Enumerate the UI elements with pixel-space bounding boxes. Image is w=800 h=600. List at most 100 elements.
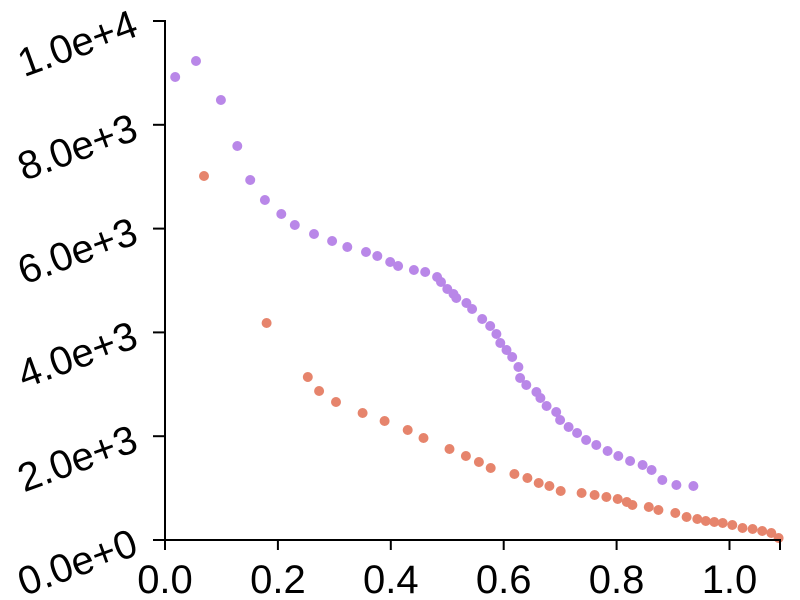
data-point: [436, 277, 446, 287]
data-point: [357, 408, 368, 418]
y-tick-label: 2.0e+3: [12, 417, 143, 501]
x-axis-ticks: 0.0 0.2 0.4 0.6 0.8 1.0: [137, 540, 781, 600]
data-point: [495, 338, 506, 348]
data-point: [170, 72, 181, 82]
data-point: [671, 480, 682, 490]
y-axis-ticks: 0.0e+0 2.0e+3 4.0e+3 6.0e+3 8.0e+3 1.0e+4: [12, 2, 165, 600]
data-point: [477, 314, 488, 324]
y-tick-label: 1.0e+4: [12, 2, 143, 86]
data-point: [688, 481, 699, 491]
data-point: [327, 236, 338, 246]
data-point: [576, 488, 587, 498]
data-point: [709, 517, 720, 527]
data-point: [737, 523, 748, 533]
x-tick-label: 0.8: [589, 558, 645, 600]
data-point: [643, 502, 654, 512]
data-point: [572, 428, 583, 438]
data-point: [773, 533, 784, 543]
data-point: [591, 440, 602, 450]
data-point: [747, 524, 758, 534]
data-point: [215, 95, 226, 105]
data-point: [555, 415, 566, 425]
data-point: [393, 261, 404, 271]
data-point: [507, 352, 518, 362]
data-point: [261, 318, 272, 328]
data-point: [451, 293, 462, 303]
x-tick-label: 0.4: [363, 558, 419, 600]
data-point: [361, 247, 371, 257]
data-point: [379, 416, 390, 426]
x-tick-label: 1.0: [702, 558, 758, 600]
x-tick-label: 0.2: [250, 558, 306, 600]
data-point: [513, 362, 524, 372]
data-point: [245, 175, 256, 185]
data-point: [501, 345, 512, 355]
data-point: [541, 401, 552, 411]
series-orange: [199, 171, 784, 543]
data-point: [509, 469, 520, 479]
data-point: [555, 486, 566, 496]
data-point: [589, 490, 600, 500]
data-point: [402, 425, 413, 435]
data-point: [331, 397, 341, 407]
data-point: [515, 373, 526, 383]
data-point: [191, 56, 201, 66]
data-point: [314, 386, 325, 396]
data-point: [757, 526, 768, 536]
data-point: [491, 329, 502, 339]
y-tick-label: 8.0e+3: [12, 106, 143, 190]
series-purple: [170, 56, 699, 491]
data-point: [627, 500, 638, 510]
data-point: [533, 478, 544, 488]
y-tick-label: 6.0e+3: [12, 210, 143, 294]
data-point: [418, 433, 429, 443]
data-point: [700, 516, 711, 526]
data-point: [717, 518, 728, 528]
x-tick-label: 0.0: [137, 558, 193, 600]
data-point: [467, 304, 478, 314]
data-point: [289, 220, 300, 230]
x-tick-label: 0.6: [476, 558, 532, 600]
data-point: [408, 265, 419, 275]
data-point: [460, 451, 471, 461]
data-point: [602, 446, 613, 456]
data-point: [637, 460, 648, 470]
data-point: [276, 209, 287, 219]
data-point: [522, 473, 533, 483]
data-point: [670, 508, 681, 518]
data-point: [444, 444, 455, 454]
data-point: [420, 267, 431, 277]
data-point: [646, 465, 657, 475]
data-point: [485, 321, 496, 331]
data-point: [485, 463, 496, 473]
data-point: [199, 171, 209, 181]
data-point: [309, 229, 319, 239]
data-point: [535, 393, 546, 403]
data-point: [727, 520, 738, 530]
data-points: [170, 56, 784, 543]
data-point: [692, 514, 703, 524]
data-point: [544, 481, 555, 491]
data-point: [259, 195, 270, 205]
data-point: [551, 407, 562, 417]
data-point: [581, 435, 592, 445]
data-point: [563, 422, 574, 432]
data-point: [766, 528, 777, 538]
data-point: [385, 257, 396, 267]
data-point: [302, 372, 313, 382]
data-point: [342, 242, 353, 252]
data-point: [521, 380, 532, 390]
data-point: [653, 505, 664, 515]
y-tick-label: 4.0e+3: [12, 314, 143, 398]
data-point: [613, 451, 624, 461]
y-tick-label: 0.0e+0: [12, 521, 143, 600]
data-point: [232, 141, 243, 151]
data-point: [657, 475, 668, 485]
data-point: [612, 494, 623, 504]
data-point: [601, 492, 612, 502]
data-point: [473, 457, 484, 467]
data-point: [625, 456, 636, 466]
data-point: [681, 512, 692, 522]
data-point: [372, 251, 383, 261]
